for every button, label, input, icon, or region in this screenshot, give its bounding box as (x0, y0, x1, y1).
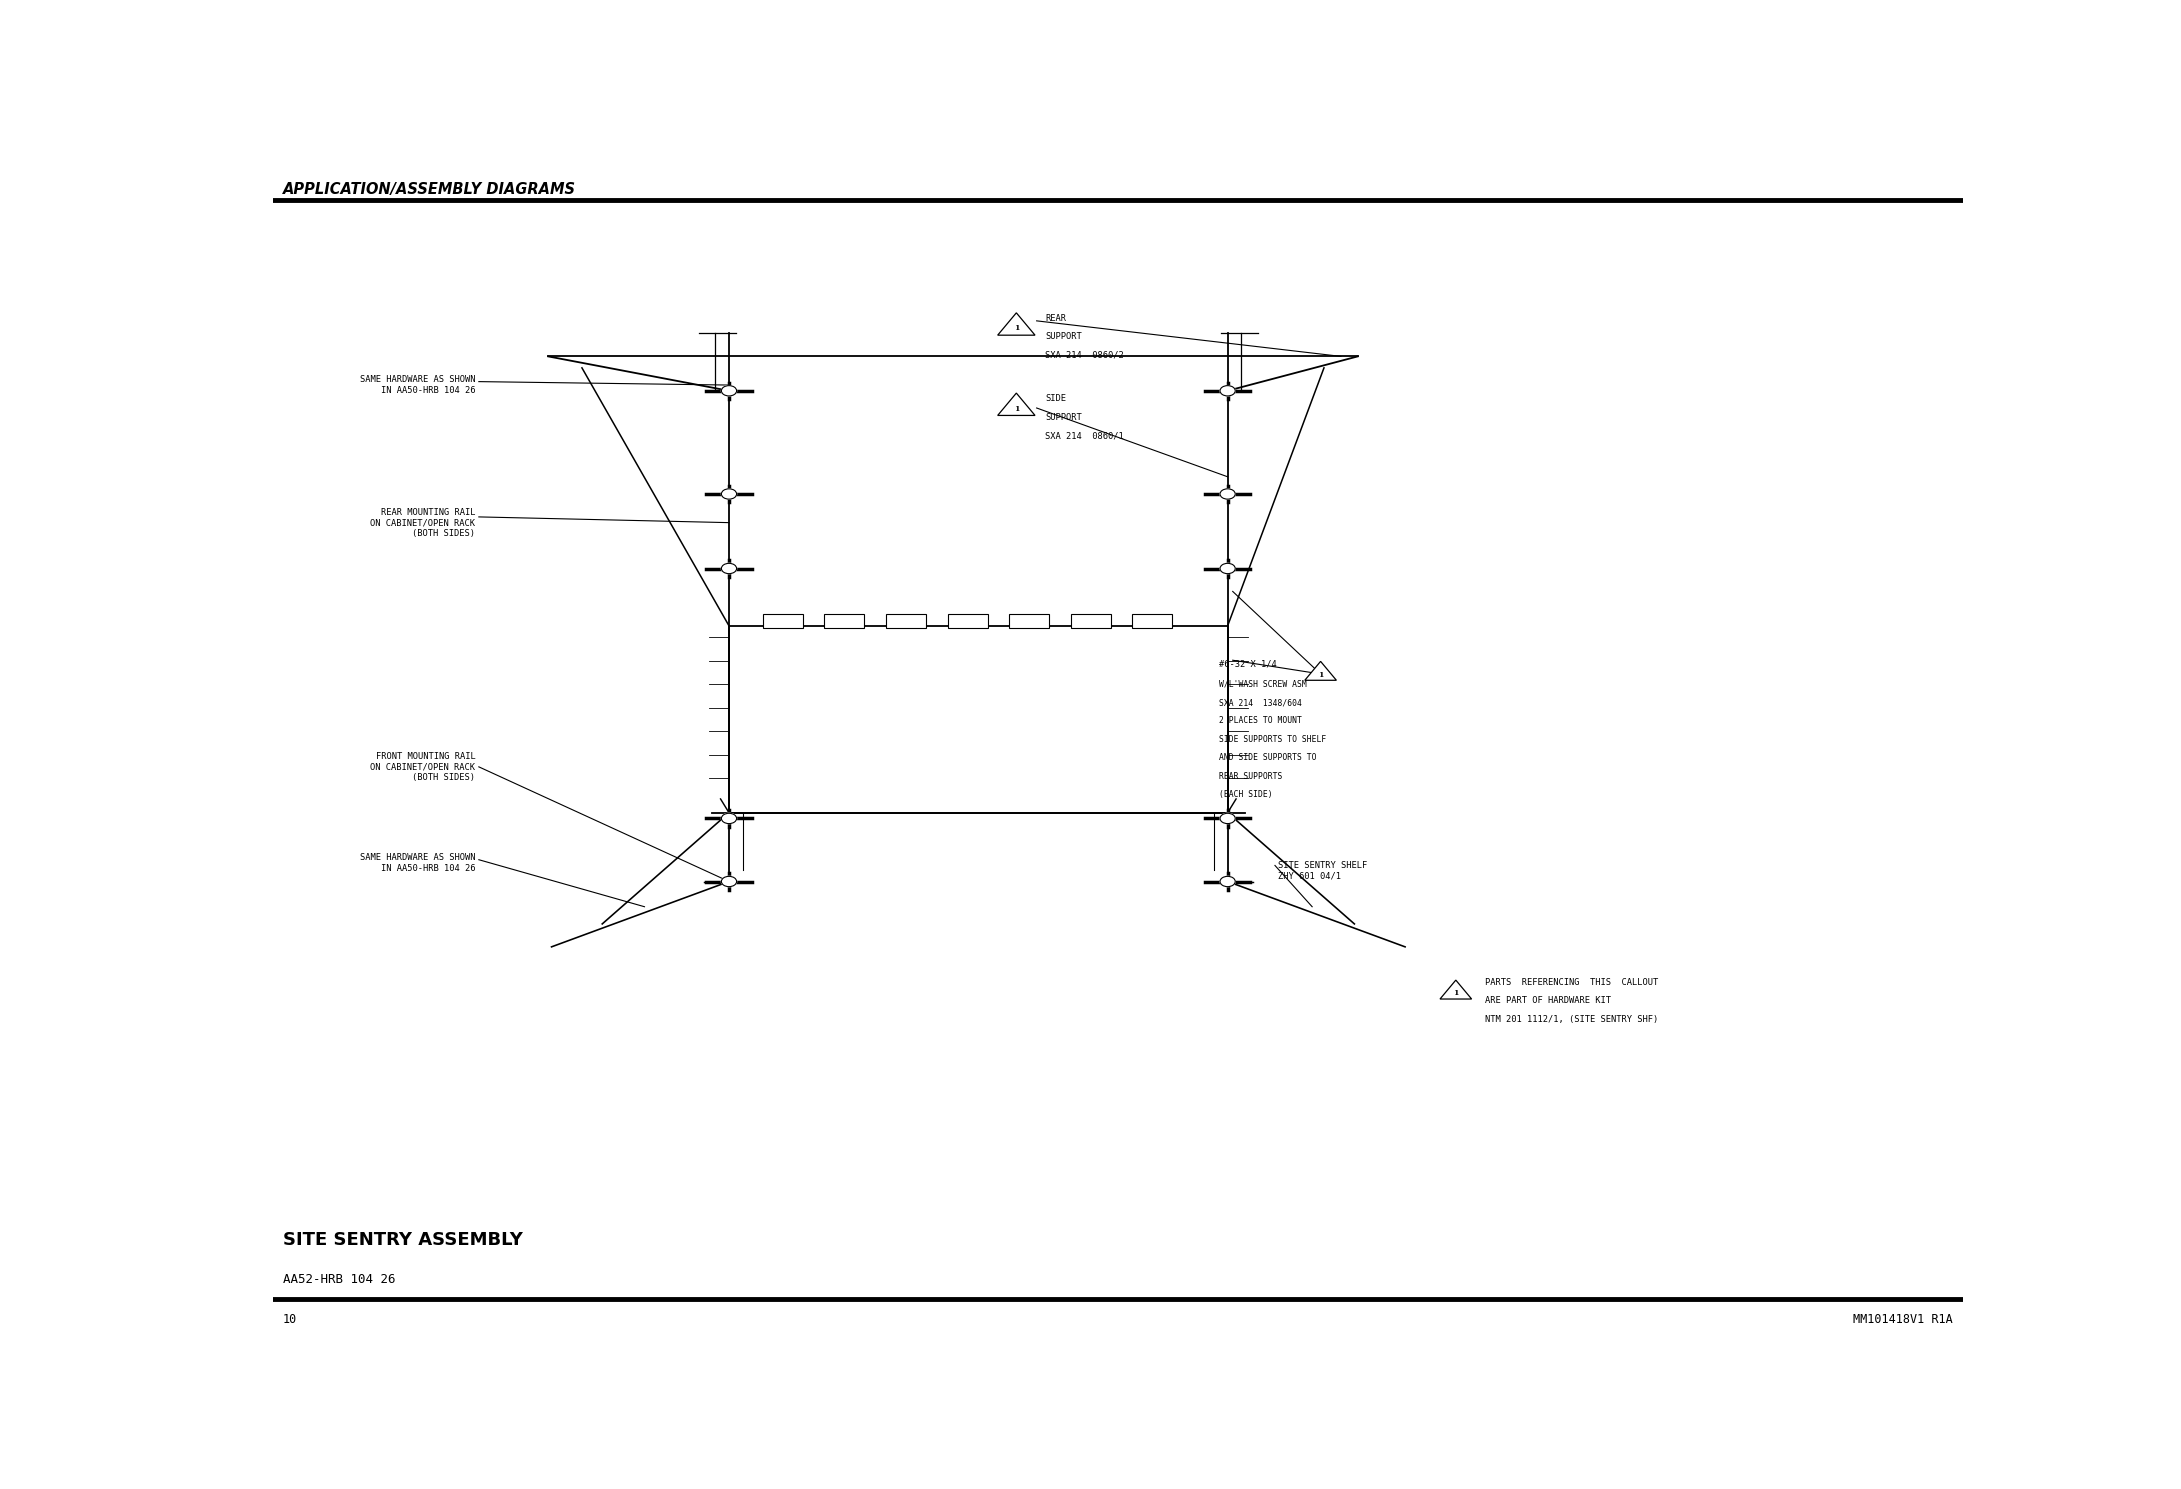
Text: SUPPORT: SUPPORT (1045, 332, 1082, 341)
Text: 1: 1 (1014, 405, 1019, 412)
Circle shape (722, 813, 737, 823)
Text: (EACH SIDE): (EACH SIDE) (1219, 789, 1274, 800)
Text: 10: 10 (284, 1313, 297, 1327)
Polygon shape (1439, 980, 1472, 999)
Text: 1: 1 (1317, 670, 1324, 679)
Text: ARE PART OF HARDWARE KIT: ARE PART OF HARDWARE KIT (1485, 996, 1610, 1005)
Text: SXA 214  0860/1: SXA 214 0860/1 (1045, 430, 1123, 441)
Circle shape (1219, 563, 1234, 573)
Text: W/L'WASH SCREW ASM: W/L'WASH SCREW ASM (1219, 680, 1306, 689)
Bar (824, 615, 864, 628)
Text: MM101418V1 R1A: MM101418V1 R1A (1854, 1313, 1952, 1327)
Polygon shape (997, 393, 1036, 415)
Circle shape (1219, 386, 1234, 396)
Text: SITE SENTRY ASSEMBLY: SITE SENTRY ASSEMBLY (284, 1231, 523, 1249)
Circle shape (722, 386, 737, 396)
Bar (763, 615, 803, 628)
Circle shape (1219, 813, 1234, 823)
Text: #6-32 X 1/4: #6-32 X 1/4 (1219, 660, 1276, 669)
Text: 2 PLACES TO MOUNT: 2 PLACES TO MOUNT (1219, 716, 1302, 725)
Text: AND SIDE SUPPORTS TO: AND SIDE SUPPORTS TO (1219, 753, 1317, 762)
Text: REAR: REAR (1045, 314, 1067, 323)
Text: SAME HARDWARE AS SHOWN
IN AA50-HRB 104 26: SAME HARDWARE AS SHOWN IN AA50-HRB 104 2… (360, 375, 475, 395)
Text: SXA 214  1348/604: SXA 214 1348/604 (1219, 698, 1302, 707)
Text: NTM 201 1112/1, (SITE SENTRY SHF): NTM 201 1112/1, (SITE SENTRY SHF) (1485, 1014, 1658, 1023)
Polygon shape (997, 313, 1036, 335)
Text: SIDE: SIDE (1045, 395, 1067, 404)
Text: SUPPORT: SUPPORT (1045, 412, 1082, 421)
Text: AA52-HRB 104 26: AA52-HRB 104 26 (284, 1273, 395, 1285)
Circle shape (722, 877, 737, 886)
Text: APPLICATION/ASSEMBLY DIAGRAMS: APPLICATION/ASSEMBLY DIAGRAMS (284, 182, 576, 197)
Text: 1: 1 (1014, 325, 1019, 332)
Circle shape (722, 488, 737, 499)
Bar (1010, 615, 1049, 628)
Text: 1: 1 (1453, 989, 1459, 998)
Text: FRONT MOUNTING RAIL
ON CABINET/OPEN RACK
(BOTH SIDES): FRONT MOUNTING RAIL ON CABINET/OPEN RACK… (371, 752, 475, 782)
Text: PARTS  REFERENCING  THIS  CALLOUT: PARTS REFERENCING THIS CALLOUT (1485, 978, 1658, 987)
Text: SITE SENTRY SHELF
ZHY 601 04/1: SITE SENTRY SHELF ZHY 601 04/1 (1278, 862, 1367, 881)
Bar (1071, 615, 1110, 628)
Bar (728, 625, 1228, 813)
Bar (1132, 615, 1171, 628)
Text: SAME HARDWARE AS SHOWN
IN AA50-HRB 104 26: SAME HARDWARE AS SHOWN IN AA50-HRB 104 2… (360, 853, 475, 873)
Text: SIDE SUPPORTS TO SHELF: SIDE SUPPORTS TO SHELF (1219, 736, 1326, 744)
Circle shape (1219, 488, 1234, 499)
Bar (885, 615, 927, 628)
Bar (947, 615, 988, 628)
Circle shape (1219, 877, 1234, 886)
Text: SXA 214  0860/2: SXA 214 0860/2 (1045, 351, 1123, 360)
Text: REAR SUPPORTS: REAR SUPPORTS (1219, 771, 1282, 780)
Text: REAR MOUNTING RAIL
ON CABINET/OPEN RACK
(BOTH SIDES): REAR MOUNTING RAIL ON CABINET/OPEN RACK … (371, 508, 475, 538)
Circle shape (722, 563, 737, 573)
Polygon shape (1304, 661, 1337, 680)
